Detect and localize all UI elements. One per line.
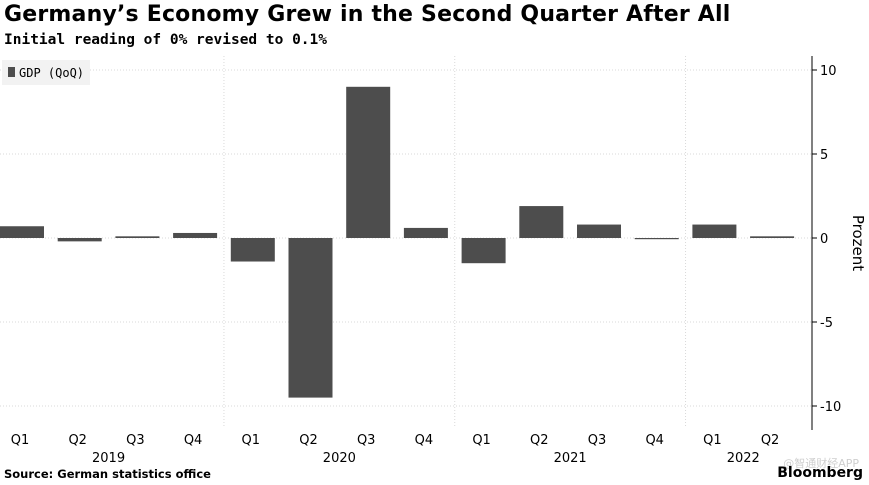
y-tick-label: -5 bbox=[820, 316, 833, 331]
x-year-label: 2022 bbox=[727, 451, 760, 466]
chart-title: Germany’s Economy Grew in the Second Qua… bbox=[4, 2, 731, 27]
x-tick-label: Q2 bbox=[761, 433, 780, 448]
x-tick-label: Q1 bbox=[472, 433, 491, 448]
bar bbox=[692, 224, 737, 238]
x-tick-label: Q1 bbox=[242, 433, 261, 448]
x-year-label: 2020 bbox=[323, 451, 356, 466]
x-year-label: 2021 bbox=[554, 451, 587, 466]
x-tick-label: Q2 bbox=[68, 433, 87, 448]
x-tick-label: Q3 bbox=[126, 433, 145, 448]
y-tick-label: -10 bbox=[820, 400, 841, 415]
bar bbox=[519, 206, 564, 238]
x-tick-label: Q1 bbox=[11, 433, 30, 448]
bar bbox=[57, 238, 102, 242]
x-year-label: 2019 bbox=[92, 451, 125, 466]
bar bbox=[750, 236, 795, 238]
chart-subtitle: Initial reading of 0% revised to 0.1% bbox=[4, 32, 328, 48]
bar bbox=[577, 224, 621, 238]
x-tick-label: Q3 bbox=[357, 433, 376, 448]
bar bbox=[115, 236, 160, 238]
x-tick-label: Q4 bbox=[415, 433, 434, 448]
watermark: @智通财经APP bbox=[783, 457, 859, 470]
bar bbox=[346, 86, 391, 238]
y-axis-title: Prozent bbox=[849, 215, 867, 271]
legend-label: GDP (QoQ) bbox=[19, 66, 84, 80]
x-tick-label: Q2 bbox=[299, 433, 318, 448]
bar bbox=[461, 238, 506, 264]
y-tick-label: 10 bbox=[820, 64, 837, 79]
x-tick-label: Q2 bbox=[530, 433, 549, 448]
x-tick-label: Q1 bbox=[703, 433, 722, 448]
bloomberg-logo: Bloomberg bbox=[777, 465, 863, 481]
x-tick-label: Q3 bbox=[588, 433, 607, 448]
legend-box bbox=[2, 60, 90, 85]
x-tick-label: Q4 bbox=[184, 433, 203, 448]
source-note: Source: German statistics office bbox=[4, 467, 211, 481]
bar bbox=[288, 238, 333, 398]
bar bbox=[0, 226, 44, 238]
y-tick-label: 5 bbox=[820, 148, 828, 163]
bar bbox=[230, 238, 275, 262]
x-tick-label: Q4 bbox=[645, 433, 664, 448]
bar bbox=[403, 227, 448, 238]
y-tick-label: 0 bbox=[820, 232, 828, 247]
bar bbox=[173, 232, 218, 238]
legend-swatch bbox=[8, 67, 15, 77]
bar bbox=[634, 238, 679, 240]
